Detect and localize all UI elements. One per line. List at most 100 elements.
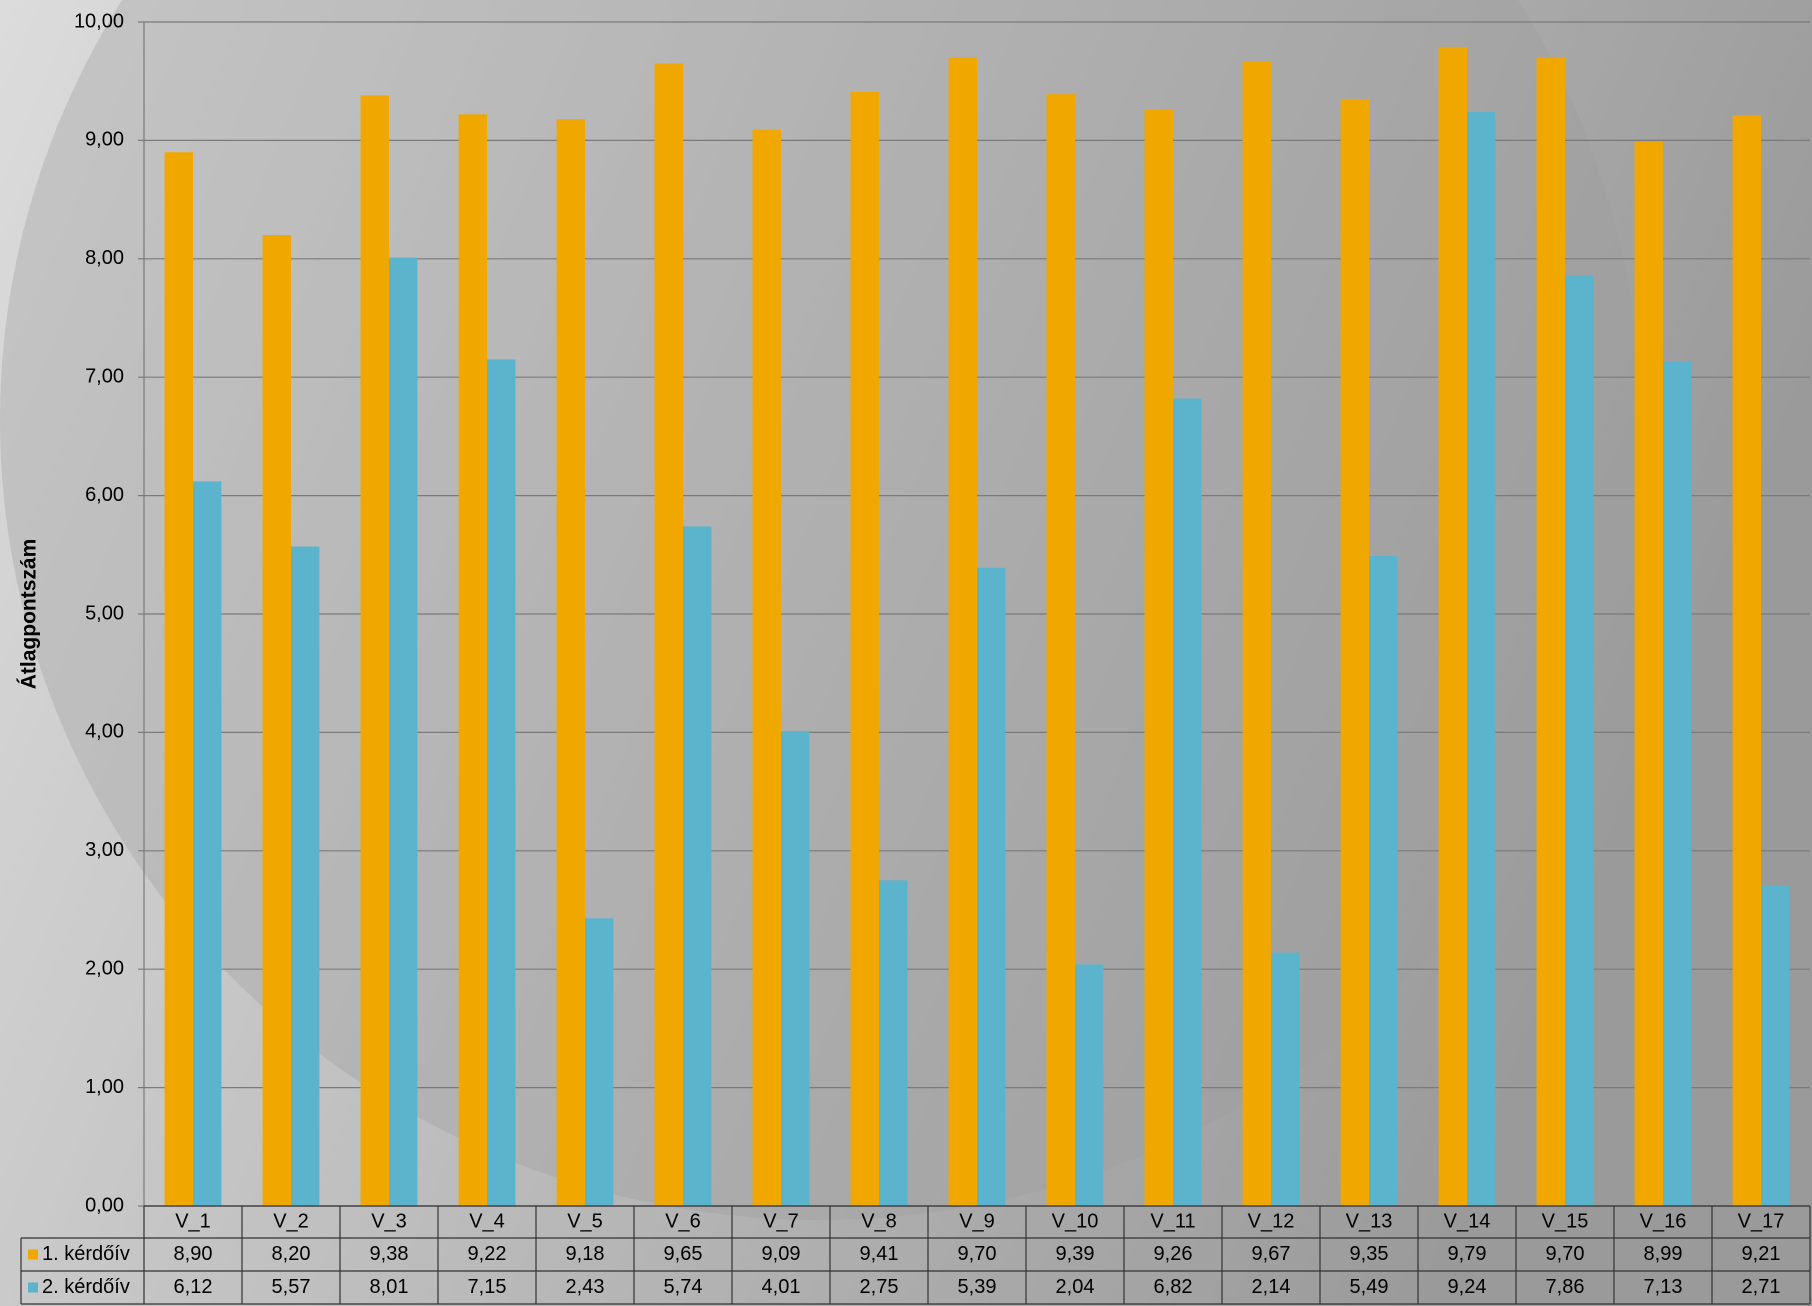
- table-value: 5,39: [958, 1276, 997, 1298]
- bar: [781, 731, 809, 1206]
- table-value: 9,09: [762, 1243, 801, 1265]
- x-tick-label: V_17: [1738, 1210, 1785, 1232]
- table-value: 2,75: [860, 1276, 899, 1298]
- y-tick-label: 10,00: [74, 10, 124, 32]
- table-value: 9,65: [664, 1243, 703, 1265]
- bar: [1243, 61, 1271, 1206]
- table-value: 7,15: [468, 1276, 507, 1298]
- x-tick-label: V_6: [665, 1210, 701, 1232]
- x-tick-label: V_15: [1542, 1210, 1589, 1232]
- bar: [459, 114, 487, 1206]
- x-tick-label: V_1: [175, 1210, 211, 1232]
- bar: [1369, 556, 1397, 1206]
- y-tick-label: 7,00: [85, 365, 124, 387]
- table-value: 2,04: [1056, 1276, 1095, 1298]
- table-value: 9,79: [1448, 1243, 1487, 1265]
- bar: [1271, 953, 1299, 1206]
- x-tick-label: V_4: [469, 1210, 505, 1232]
- x-tick-label: V_14: [1444, 1210, 1491, 1232]
- table-value: 5,57: [272, 1276, 311, 1298]
- bar: [585, 918, 613, 1206]
- table-value: 7,86: [1546, 1276, 1585, 1298]
- bar: [977, 568, 1005, 1206]
- table-value: 9,35: [1350, 1243, 1389, 1265]
- bar: [1565, 275, 1593, 1206]
- chart: Átlagpontszám 0,00 1,00 2,00 3,00 4,00 5,00 6,…: [0, 0, 1812, 1306]
- table-value: 9,22: [468, 1243, 507, 1265]
- table-value: 5,74: [664, 1276, 703, 1298]
- table-value: 9,24: [1448, 1276, 1487, 1298]
- table-value: 8,99: [1644, 1243, 1683, 1265]
- bar: [1537, 58, 1565, 1206]
- x-tick-label: V_12: [1248, 1210, 1295, 1232]
- bar: [1761, 885, 1789, 1206]
- y-tick-label: 6,00: [85, 484, 124, 506]
- page: Átlagpontszám 0,00 1,00 2,00 3,00 4,00 5,00 6,…: [0, 0, 1812, 1306]
- table-value: 9,38: [370, 1243, 409, 1265]
- bar: [487, 359, 515, 1206]
- bar: [1733, 116, 1761, 1206]
- x-tick-label: V_13: [1346, 1210, 1393, 1232]
- table-value: 9,26: [1154, 1243, 1193, 1265]
- bar: [1173, 399, 1201, 1206]
- table-value: 9,70: [1546, 1243, 1585, 1265]
- table-value: 9,70: [958, 1243, 997, 1265]
- y-tick-label: 4,00: [85, 721, 124, 743]
- table-value: 9,18: [566, 1243, 605, 1265]
- bar: [1047, 94, 1075, 1206]
- bar: [1467, 112, 1495, 1206]
- table-value: 6,82: [1154, 1276, 1193, 1298]
- x-tick-label: V_7: [763, 1210, 799, 1232]
- bar: [1145, 110, 1173, 1206]
- table-value: 9,41: [860, 1243, 899, 1265]
- bar: [291, 547, 319, 1206]
- bar: [949, 58, 977, 1206]
- table-value: 2,71: [1742, 1276, 1781, 1298]
- table-value: 5,49: [1350, 1276, 1389, 1298]
- bar: [1663, 362, 1691, 1206]
- bar: [1075, 964, 1103, 1206]
- table-value: 8,20: [272, 1243, 311, 1265]
- table-value: 4,01: [762, 1276, 801, 1298]
- bar: [879, 880, 907, 1206]
- x-tick-label: V_10: [1052, 1210, 1099, 1232]
- y-tick-label: 0,00: [85, 1194, 124, 1216]
- x-tick-label: V_3: [371, 1210, 407, 1232]
- legend-label: 1. kérdőív: [42, 1243, 130, 1265]
- table-value: 8,90: [174, 1243, 213, 1265]
- y-tick-label: 1,00: [85, 1076, 124, 1098]
- x-tick-label: V_8: [861, 1210, 897, 1232]
- table-value: 9,39: [1056, 1243, 1095, 1265]
- table-value: 2,14: [1252, 1276, 1291, 1298]
- bar: [1341, 99, 1369, 1206]
- y-tick-label: 9,00: [85, 129, 124, 151]
- y-axis-title: Átlagpontszám: [18, 539, 41, 690]
- x-tick-label: V_11: [1150, 1210, 1195, 1232]
- bar: [851, 92, 879, 1206]
- bar: [655, 63, 683, 1206]
- bar: [389, 258, 417, 1206]
- bar: [193, 481, 221, 1206]
- table-value: 9,67: [1252, 1243, 1291, 1265]
- y-tick-label: 8,00: [85, 247, 124, 269]
- bar: [1635, 142, 1663, 1206]
- table-value: 9,21: [1742, 1243, 1781, 1265]
- bar: [165, 152, 193, 1206]
- bar: [753, 130, 781, 1206]
- table-value: 2,43: [566, 1276, 605, 1298]
- legend-swatch: [28, 1250, 38, 1260]
- legend-swatch: [28, 1283, 38, 1293]
- y-tick-label: 5,00: [85, 602, 124, 624]
- table-value: 8,01: [370, 1276, 409, 1298]
- x-tick-label: V_16: [1640, 1210, 1687, 1232]
- y-tick-label: 2,00: [85, 957, 124, 979]
- y-tick-label: 3,00: [85, 839, 124, 861]
- bar: [557, 119, 585, 1206]
- bar: [263, 235, 291, 1206]
- x-tick-label: V_9: [959, 1210, 995, 1232]
- legend-label: 2. kérdőív: [42, 1276, 130, 1298]
- x-tick-label: V_2: [273, 1210, 309, 1232]
- x-tick-label: V_5: [567, 1210, 603, 1232]
- table-value: 7,13: [1644, 1276, 1683, 1298]
- bar: [1439, 47, 1467, 1206]
